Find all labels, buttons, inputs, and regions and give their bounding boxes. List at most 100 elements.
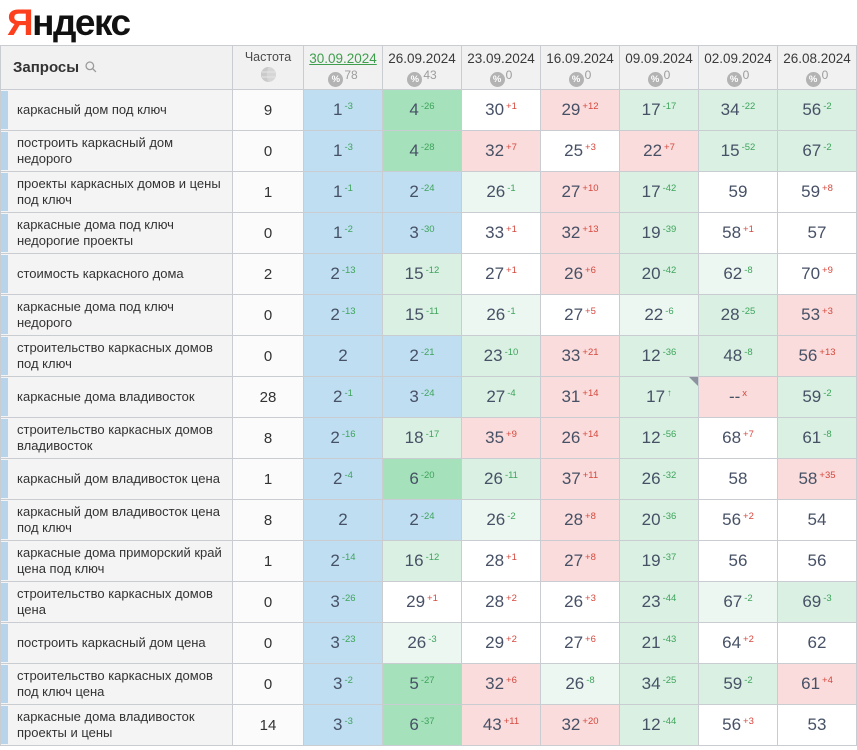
frequency-cell: 0 [232,294,304,336]
date-link[interactable]: 16.09.2024 [546,50,614,66]
position-delta: +1 [506,552,517,563]
position-delta: -3 [823,593,832,604]
position-cell: 17 -17 [619,89,699,131]
logo-letter-ya: Я [7,2,34,43]
query-cell[interactable]: строительство каркасных домов под ключ [0,335,233,377]
position-value: 1 [333,100,343,119]
position-delta: -28 [420,142,435,153]
query-cell[interactable]: каркасный дом под ключ [0,89,233,131]
query-cell[interactable]: построить каркасный дом недорого [0,130,233,172]
position-delta: +6 [585,634,596,645]
position-cell: 26 +14 [540,417,620,459]
position-delta: +14 [582,429,599,440]
position-value: 29 [406,592,426,611]
query-text: каркасные дома приморский край цена под … [17,544,222,576]
position-cell: 27 +1 [461,253,541,295]
query-cell[interactable]: строительство каркасных домов под ключ ц… [0,663,233,705]
position-value: 25 [564,141,584,160]
position-cell: 54 [777,499,857,541]
position-delta: +13 [819,347,836,358]
position-delta: +21 [582,347,599,358]
position-value: 22 [644,305,664,324]
query-cell[interactable]: каркасные дома под ключ недорого [0,294,233,336]
query-cell[interactable]: каркасный дом владивосток цена [0,458,233,500]
date-column-header: 30.09.2024% 78 [303,45,383,90]
date-column-header: 16.09.2024% 0 [540,45,620,90]
position-delta: +1 [506,265,517,276]
query-text: каркасные дома владивосток проекты и цен… [17,708,195,740]
position-cell: 56 -2 [777,89,857,131]
position-value: 54 [807,510,827,529]
search-icon[interactable] [79,59,98,76]
position-delta: -2 [823,142,832,153]
table-row: строительство каркасных домов под ключ 0 2… [0,335,857,377]
selection-strip [1,665,8,703]
position-cell: 5 -27 [382,663,462,705]
position-value: 61 [802,428,822,447]
position-delta: -17 [662,101,677,112]
position-delta: +3 [743,716,754,727]
position-value: 22 [643,141,663,160]
frequency-cell: 1 [232,458,304,500]
position-cell: 33 +21 [540,335,620,377]
date-link[interactable]: 02.09.2024 [704,50,772,66]
coverage-indicator: % 0 [464,68,538,87]
position-cell: 27 +8 [540,540,620,582]
position-cell: 68 +7 [698,417,778,459]
position-delta: +7 [664,142,675,153]
position-cell: 31 +14 [540,376,620,418]
note-marker [689,377,698,386]
query-cell[interactable]: каркасные дома владивосток проекты и цен… [0,704,233,746]
position-cell: 1 -3 [303,89,383,131]
query-cell[interactable]: стоимость каркасного дома [0,253,233,295]
position-cell: 2 -24 [382,499,462,541]
query-cell[interactable]: строительство каркасных домов цена [0,581,233,623]
position-cell: 67 -2 [777,130,857,172]
position-value: 5 [409,674,419,693]
position-cell: 59 +8 [777,171,857,213]
position-cell: 28 +8 [540,499,620,541]
yandex-logo: Яндекс [0,0,857,45]
position-cell: 3 -30 [382,212,462,254]
query-cell[interactable]: каркасные дома владивосток [0,376,233,418]
position-cell: 59 -2 [698,663,778,705]
query-cell[interactable]: каркасный дом владивосток цена под ключ [0,499,233,541]
position-delta: -3 [344,716,353,727]
table-row: построить каркасный дом недорого 0 1 -3 4 -28… [0,130,857,172]
position-value: 59 [723,674,743,693]
position-delta: -23 [341,634,356,645]
position-cell: 26 -1 [461,294,541,336]
position-value: 26 [407,633,427,652]
position-delta: -13 [341,306,356,317]
position-cell: 59 [698,171,778,213]
query-cell[interactable]: строительство каркасных домов владивосто… [0,417,233,459]
position-cell: 27 +5 [540,294,620,336]
query-cell[interactable]: каркасные дома под ключ недорогие проект… [0,212,233,254]
query-cell[interactable]: проекты каркасных домов и цены под ключ [0,171,233,213]
position-value: 6 [409,715,419,734]
query-cell[interactable]: построить каркасный дом цена [0,622,233,664]
position-delta: +10 [582,183,599,194]
position-delta: -20 [420,470,435,481]
date-link[interactable]: 30.09.2024 [309,50,377,66]
date-link[interactable]: 23.09.2024 [467,50,535,66]
position-value: 2 [338,510,348,529]
position-delta: -42 [662,265,677,276]
frequency-cell: 14 [232,704,304,746]
selection-strip [1,255,8,293]
date-link[interactable]: 26.09.2024 [388,50,456,66]
position-value: 59 [728,182,748,201]
date-link[interactable]: 26.08.2024 [783,50,851,66]
position-delta: x [742,388,748,399]
date-link[interactable]: 09.09.2024 [625,50,693,66]
query-cell[interactable]: каркасные дома приморский край цена под … [0,540,233,582]
coverage-indicator: % 0 [780,68,854,87]
position-delta: -52 [741,142,756,153]
position-delta: +3 [822,306,833,317]
position-cell: 61 -8 [777,417,857,459]
position-cell: 2 -4 [303,458,383,500]
position-value: 17 [641,182,661,201]
position-cell: 15 -11 [382,294,462,336]
position-delta: +8 [585,552,596,563]
position-value: 70 [801,264,821,283]
